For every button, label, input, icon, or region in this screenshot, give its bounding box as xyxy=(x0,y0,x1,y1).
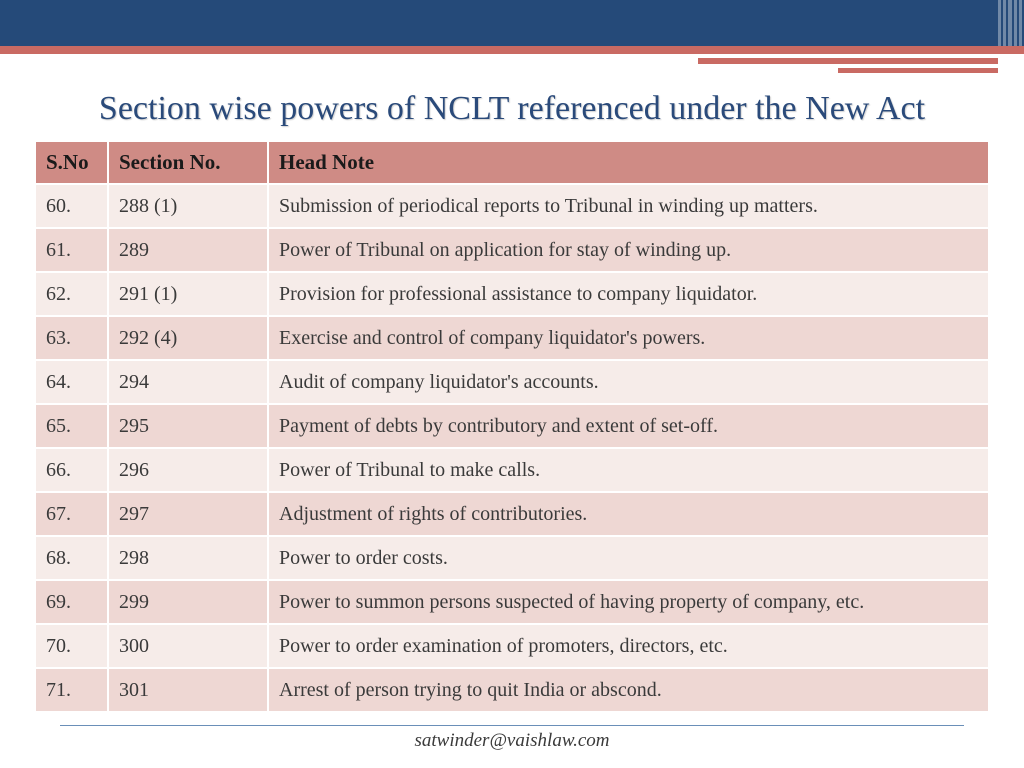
table-row: 65.295Payment of debts by contributory a… xyxy=(36,404,988,448)
cell-sno: 70. xyxy=(36,624,108,668)
topbar xyxy=(0,0,1024,46)
cell-headnote: Exercise and control of company liquidat… xyxy=(268,316,988,360)
cell-section: 297 xyxy=(108,492,268,536)
cell-sno: 66. xyxy=(36,448,108,492)
cell-section: 296 xyxy=(108,448,268,492)
cell-headnote: Arrest of person trying to quit India or… xyxy=(268,668,988,711)
cell-sno: 71. xyxy=(36,668,108,711)
table-row: 63.292 (4)Exercise and control of compan… xyxy=(36,316,988,360)
cell-section: 289 xyxy=(108,228,268,272)
table-row: 69.299Power to summon persons suspected … xyxy=(36,580,988,624)
cell-section: 301 xyxy=(108,668,268,711)
cell-sno: 69. xyxy=(36,580,108,624)
cell-headnote: Power to order costs. xyxy=(268,536,988,580)
cell-section: 292 (4) xyxy=(108,316,268,360)
footer-email: satwinder@vaishlaw.com xyxy=(0,726,1024,752)
table-container: S.No Section No. Head Note 60.288 (1)Sub… xyxy=(36,142,988,711)
col-header-headnote: Head Note xyxy=(268,142,988,184)
cell-section: 291 (1) xyxy=(108,272,268,316)
cell-section: 294 xyxy=(108,360,268,404)
cell-sno: 68. xyxy=(36,536,108,580)
cell-headnote: Power to summon persons suspected of hav… xyxy=(268,580,988,624)
table-row: 71.301Arrest of person trying to quit In… xyxy=(36,668,988,711)
table-row: 61.289Power of Tribunal on application f… xyxy=(36,228,988,272)
cell-section: 295 xyxy=(108,404,268,448)
cell-sno: 62. xyxy=(36,272,108,316)
table-row: 70.300Power to order examination of prom… xyxy=(36,624,988,668)
table-row: 67.297Adjustment of rights of contributo… xyxy=(36,492,988,536)
cell-headnote: Audit of company liquidator's accounts. xyxy=(268,360,988,404)
cell-headnote: Adjustment of rights of contributories. xyxy=(268,492,988,536)
cell-sno: 67. xyxy=(36,492,108,536)
table-row: 60.288 (1)Submission of periodical repor… xyxy=(36,184,988,228)
cell-headnote: Submission of periodical reports to Trib… xyxy=(268,184,988,228)
nclt-powers-table: S.No Section No. Head Note 60.288 (1)Sub… xyxy=(36,142,988,711)
cell-sno: 60. xyxy=(36,184,108,228)
cell-headnote: Power to order examination of promoters,… xyxy=(268,624,988,668)
page-title: Section wise powers of NCLT referenced u… xyxy=(0,90,1024,128)
cell-sno: 63. xyxy=(36,316,108,360)
col-header-sno: S.No xyxy=(36,142,108,184)
table-row: 66.296Power of Tribunal to make calls. xyxy=(36,448,988,492)
table-row: 62.291 (1)Provision for professional ass… xyxy=(36,272,988,316)
cell-headnote: Power of Tribunal to make calls. xyxy=(268,448,988,492)
cell-sno: 64. xyxy=(36,360,108,404)
table-row: 68.298Power to order costs. xyxy=(36,536,988,580)
table-header-row: S.No Section No. Head Note xyxy=(36,142,988,184)
cell-headnote: Power of Tribunal on application for sta… xyxy=(268,228,988,272)
cell-section: 288 (1) xyxy=(108,184,268,228)
cell-section: 299 xyxy=(108,580,268,624)
cell-section: 298 xyxy=(108,536,268,580)
cell-section: 300 xyxy=(108,624,268,668)
cell-headnote: Provision for professional assistance to… xyxy=(268,272,988,316)
cell-sno: 65. xyxy=(36,404,108,448)
accent-lines xyxy=(0,46,1024,72)
cell-headnote: Payment of debts by contributory and ext… xyxy=(268,404,988,448)
cell-sno: 61. xyxy=(36,228,108,272)
col-header-section: Section No. xyxy=(108,142,268,184)
topbar-stripes-decoration xyxy=(996,0,1024,46)
table-row: 64.294Audit of company liquidator's acco… xyxy=(36,360,988,404)
